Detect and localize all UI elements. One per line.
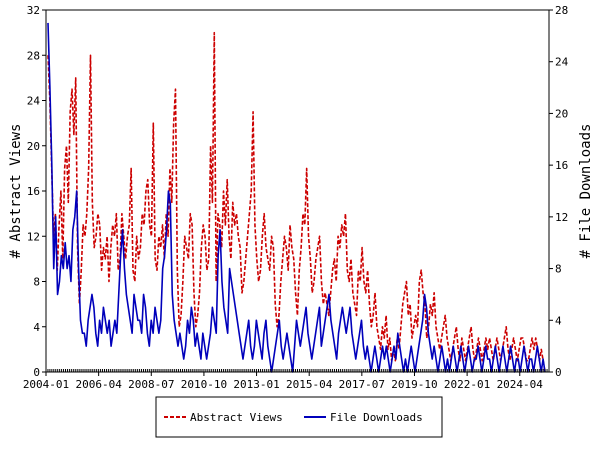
y-left-tick-label: 4	[33, 321, 40, 334]
y-left-tick-label: 24	[27, 95, 41, 108]
y-right-tick-label: 8	[555, 263, 562, 276]
series-line-abstract-views	[47, 31, 546, 373]
y-right-tick-label: 28	[555, 4, 568, 17]
x-tick-label: 2006-04	[75, 378, 122, 391]
x-tick-label: 2010-10	[181, 378, 227, 391]
x-tick-label: 2008-07	[128, 378, 174, 391]
legend: Abstract Views File Downloads	[155, 396, 443, 438]
y-left-tick-label: 32	[27, 4, 40, 17]
legend-label-file-downloads: File Downloads	[330, 411, 423, 424]
y-left-tick-label: 16	[27, 185, 40, 198]
y-left-tick-label: 8	[33, 276, 40, 289]
x-tick-label: 2019-10	[391, 378, 437, 391]
y-right-tick-label: 24	[555, 56, 569, 69]
x-minor-ticks	[45, 369, 550, 372]
x-tick-label: 2004-01	[23, 378, 69, 391]
x-tick-label: 2013-01	[233, 378, 279, 391]
x-tick-label: 2017-07	[339, 378, 385, 391]
y-right-axis-title: # File Downloads	[578, 124, 594, 259]
series-layer	[47, 22, 546, 373]
y-left-axis-title: # Abstract Views	[8, 124, 24, 259]
y-left-tick-label: 20	[27, 140, 40, 153]
y-left-tick-label: 28	[27, 49, 40, 62]
legend-label-abstract-views: Abstract Views	[190, 411, 283, 424]
legend-box	[155, 396, 443, 438]
y-left-axis: 0 4 8 12 16 20 24 28 32	[27, 4, 46, 379]
y-right-tick-label: 16	[555, 159, 568, 172]
y-right-tick-label: 12	[555, 211, 568, 224]
y-left-tick-label: 0	[33, 366, 40, 379]
series-line-file-downloads	[47, 22, 546, 373]
x-tick-label: 2024-04	[497, 378, 544, 391]
y-right-tick-label: 4	[555, 314, 562, 327]
y-right-tick-label: 0	[555, 366, 562, 379]
x-tick-label: 2022-01	[444, 378, 490, 391]
x-tick-label: 2015-04	[286, 378, 333, 391]
y-right-axis: 0 4 8 12 16 20 24 28	[549, 4, 569, 379]
y-left-tick-label: 12	[27, 230, 40, 243]
plot-area	[46, 10, 549, 372]
x-axis: 2004-01 2006-04 2008-07 2010-10 2013-01 2015-…	[23, 372, 543, 391]
y-right-tick-label: 20	[555, 107, 568, 120]
